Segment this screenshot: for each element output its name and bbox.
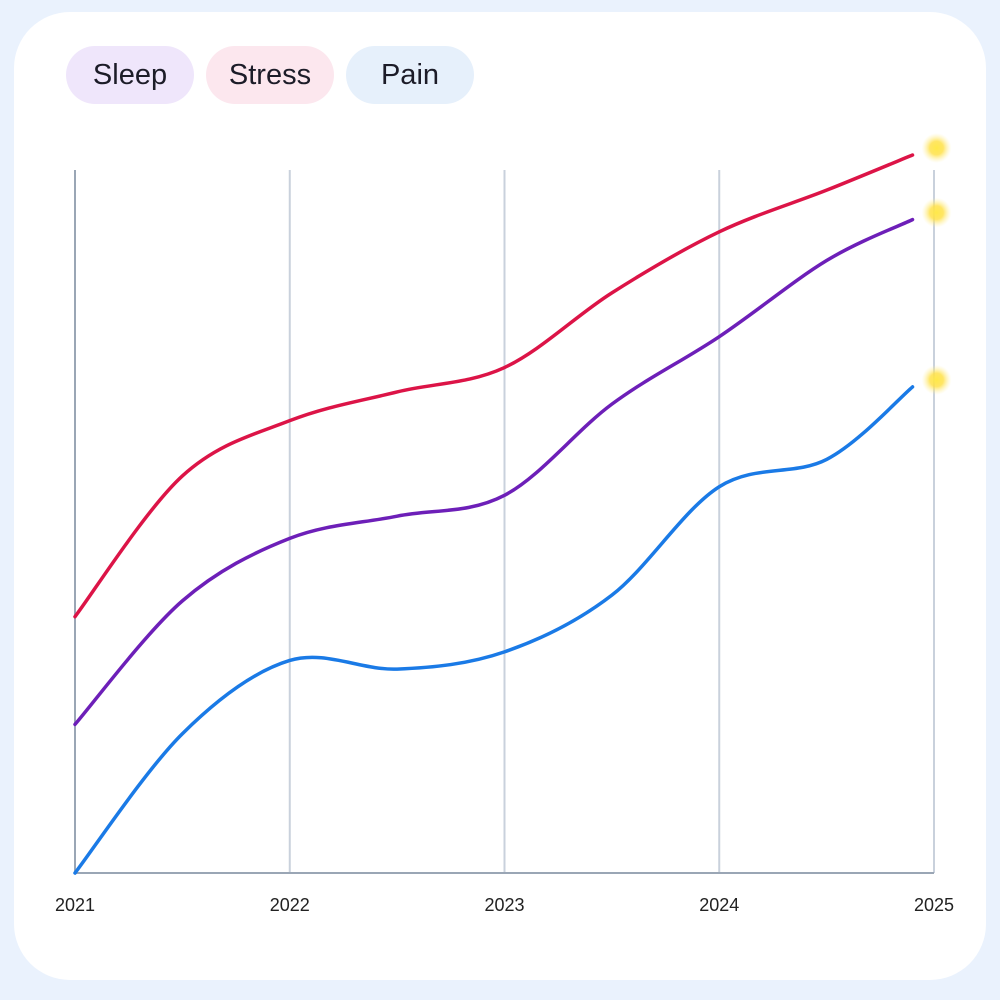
x-tick-2024: 2024 [699, 895, 739, 915]
series-line-pain[interactable] [73, 385, 915, 875]
legend-sleep-pill[interactable]: Sleep [66, 46, 194, 104]
x-tick-2023: 2023 [484, 895, 524, 915]
x-tick-2022: 2022 [270, 895, 310, 915]
series-line-sleep[interactable] [73, 217, 915, 727]
legend-stress-label: Stress [228, 58, 312, 91]
legend-pain-label: Pain [380, 58, 440, 91]
axes [74, 170, 934, 874]
x-tick-2025: 2025 [914, 895, 954, 915]
legend-stress-pill[interactable]: Stress [206, 46, 334, 104]
series-end-marker-stress[interactable] [921, 133, 952, 163]
x-tick-2021: 2021 [55, 895, 95, 915]
legend-pain-pill[interactable]: Pain [346, 46, 474, 104]
legend-sleep-label: Sleep [92, 58, 168, 91]
series-line-stress[interactable] [73, 153, 915, 619]
series-lines [73, 133, 952, 875]
series-end-marker-pain[interactable] [921, 364, 952, 395]
legend: Sleep Stress Pain [66, 46, 474, 104]
x-tick-labels: 2021 2022 2023 2024 2025 [55, 895, 954, 915]
series-end-marker-sleep[interactable] [921, 197, 952, 228]
